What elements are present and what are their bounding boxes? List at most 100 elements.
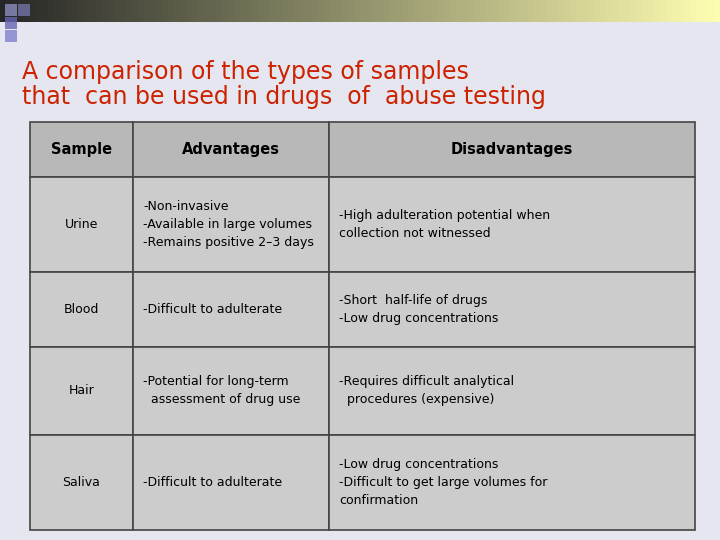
Bar [30, 435, 133, 530]
Bar [228, 0, 235, 22]
Bar [234, 0, 241, 22]
Bar [624, 0, 631, 22]
Bar [306, 0, 313, 22]
Bar [324, 0, 331, 22]
Bar [510, 0, 517, 22]
Bar [600, 0, 607, 22]
Bar [276, 0, 283, 22]
Bar [144, 0, 151, 22]
Bar [660, 0, 667, 22]
Bar [6, 0, 13, 22]
Bar [606, 0, 613, 22]
Bar [366, 0, 373, 22]
Text: Saliva: Saliva [63, 476, 101, 489]
Bar [444, 0, 451, 22]
Text: Sample: Sample [51, 142, 112, 157]
Bar [48, 0, 55, 22]
Bar [329, 272, 695, 347]
Text: Advantages: Advantages [182, 142, 280, 157]
Bar [5, 17, 17, 29]
Bar [210, 0, 217, 22]
Bar [24, 0, 31, 22]
Bar [552, 0, 559, 22]
Text: -Requires difficult analytical
  procedures (expensive): -Requires difficult analytical procedure… [339, 375, 514, 407]
Bar [666, 0, 673, 22]
Bar [474, 0, 481, 22]
Bar [198, 0, 205, 22]
Text: Hair: Hair [68, 384, 94, 397]
Bar [60, 0, 67, 22]
Text: Urine: Urine [65, 218, 98, 231]
Bar [348, 0, 355, 22]
Bar [133, 177, 329, 272]
Bar [468, 0, 475, 22]
Bar [300, 0, 307, 22]
Bar [5, 4, 17, 16]
Bar [114, 0, 121, 22]
Bar [540, 0, 547, 22]
Bar [78, 0, 85, 22]
Bar [330, 0, 337, 22]
Bar [96, 0, 103, 22]
Text: Disadvantages: Disadvantages [451, 142, 573, 157]
Bar [576, 0, 583, 22]
Bar [630, 0, 637, 22]
Bar [133, 435, 329, 530]
Bar [450, 0, 457, 22]
Bar [456, 0, 463, 22]
Bar [294, 0, 301, 22]
Bar [138, 0, 145, 22]
Bar [180, 0, 187, 22]
Bar [528, 0, 535, 22]
Bar [329, 177, 695, 272]
Bar [30, 347, 133, 435]
Bar [156, 0, 163, 22]
Bar [240, 0, 247, 22]
Bar [486, 0, 493, 22]
Bar [636, 0, 643, 22]
Bar [390, 0, 397, 22]
Bar [288, 0, 295, 22]
Bar [462, 0, 469, 22]
Text: Blood: Blood [64, 303, 99, 316]
Bar [54, 0, 61, 22]
Bar [264, 0, 271, 22]
Bar [108, 0, 115, 22]
Bar [204, 0, 211, 22]
Bar [132, 0, 139, 22]
Bar [174, 0, 181, 22]
Bar [414, 0, 421, 22]
Bar [594, 0, 601, 22]
Bar [492, 0, 499, 22]
Bar [30, 272, 133, 347]
Bar [252, 0, 259, 22]
Bar [648, 0, 655, 22]
Bar [696, 0, 703, 22]
Bar [360, 0, 367, 22]
Bar [534, 0, 541, 22]
Bar [258, 0, 265, 22]
Bar [432, 0, 439, 22]
Bar [84, 0, 91, 22]
Text: A comparison of the types of samples: A comparison of the types of samples [22, 60, 469, 84]
Bar [102, 0, 109, 22]
Bar [426, 0, 433, 22]
Bar [570, 0, 577, 22]
Text: -Difficult to adulterate: -Difficult to adulterate [143, 303, 282, 316]
Text: -Difficult to adulterate: -Difficult to adulterate [143, 476, 282, 489]
Bar [90, 0, 97, 22]
Bar [222, 0, 229, 22]
Bar [384, 0, 391, 22]
Text: -Low drug concentrations
-Difficult to get large volumes for
confirmation: -Low drug concentrations -Difficult to g… [339, 458, 548, 507]
Text: -Non-invasive
-Available in large volumes
-Remains positive 2–3 days: -Non-invasive -Available in large volume… [143, 200, 314, 249]
Bar [5, 30, 17, 42]
Bar [672, 0, 679, 22]
Bar [396, 0, 403, 22]
Bar [702, 0, 709, 22]
Bar [18, 4, 30, 16]
Bar [246, 0, 253, 22]
Bar [0, 0, 7, 22]
Bar [126, 0, 133, 22]
Bar [354, 0, 361, 22]
Bar [133, 347, 329, 435]
